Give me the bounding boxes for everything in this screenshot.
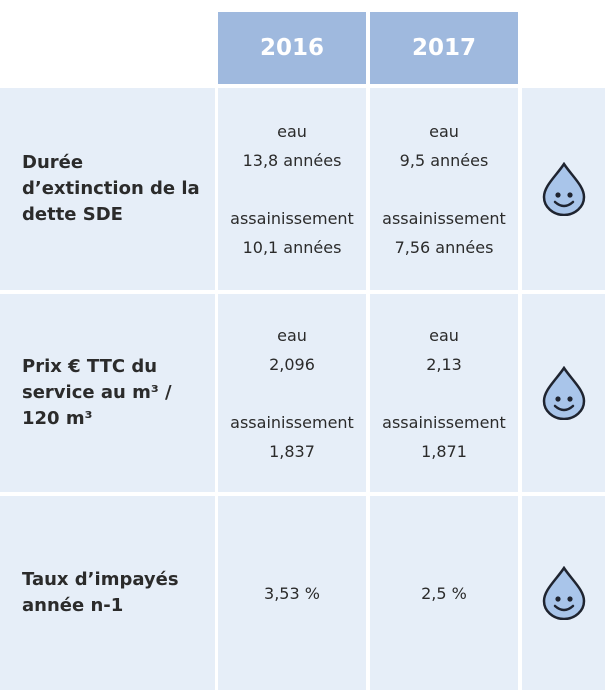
value-line: 1,837 [269,441,315,461]
value-line: assainissement [382,412,506,432]
value-group: eau 9,5 années [400,117,489,175]
value-line: 2,13 [426,354,462,374]
label-line: dette SDE [22,204,123,225]
value-line: eau [429,121,459,141]
value-group: assainissement 7,56 années [382,204,506,262]
icon-cell [522,294,605,492]
label-line: Taux d’impayés [22,569,179,590]
value-group: eau 2,13 [426,321,462,379]
value-cell: 2,5 % [370,496,518,690]
icon-cell [522,496,605,690]
value-line: 13,8 années [242,150,342,170]
icon-cell [522,88,605,290]
label-line: Durée [22,152,84,173]
label-line: année n-1 [22,595,124,616]
value-group: eau 13,8 années [243,117,342,175]
value-cell: eau 2,13 assainissement 1,871 [370,294,518,492]
value-line: 7,56 années [394,237,494,257]
value-line: 2,5 % [421,583,467,603]
row-label: Taux d’impayés année n-1 [0,496,215,690]
row-label: Prix € TTC du service au m³ / 120 m³ [0,294,215,492]
column-header: 2017 [370,12,518,84]
value-line: 9,5 années [399,150,489,170]
value-group: assainissement 10,1 années [230,204,354,262]
value-group: 2,5 % [421,579,467,608]
value-group: assainissement 1,871 [382,408,506,466]
column-header: 2016 [218,12,366,84]
label-line: 120 m³ [22,408,93,429]
value-cell: eau 2,096 assainissement 1,837 [218,294,366,492]
value-group: eau 2,096 [269,321,315,379]
value-line: eau [429,325,459,345]
value-line: eau [277,121,307,141]
drop-smiley-icon [542,566,585,620]
drop-smiley-icon [542,162,585,216]
drop-smiley-icon [542,366,585,420]
value-cell: eau 13,8 années assainissement 10,1 années [218,88,366,290]
label-line: d’extinction de la [22,178,200,199]
label-line: service au m³ / [22,382,172,403]
value-line: assainissement [230,208,354,228]
value-line: 1,871 [421,441,467,461]
value-cell: eau 9,5 années assainissement 7,56 années [370,88,518,290]
value-group: 3,53 % [264,579,320,608]
value-line: eau [277,325,307,345]
row-label: Durée d’extinction de la dette SDE [0,88,215,290]
label-line: Prix € TTC du [22,356,158,377]
value-group: assainissement 1,837 [230,408,354,466]
value-line: 10,1 années [242,237,342,257]
value-cell: 3,53 % [218,496,366,690]
value-line: 2,096 [269,354,315,374]
value-line: 3,53 % [264,583,320,603]
value-line: assainissement [230,412,354,432]
value-line: assainissement [382,208,506,228]
